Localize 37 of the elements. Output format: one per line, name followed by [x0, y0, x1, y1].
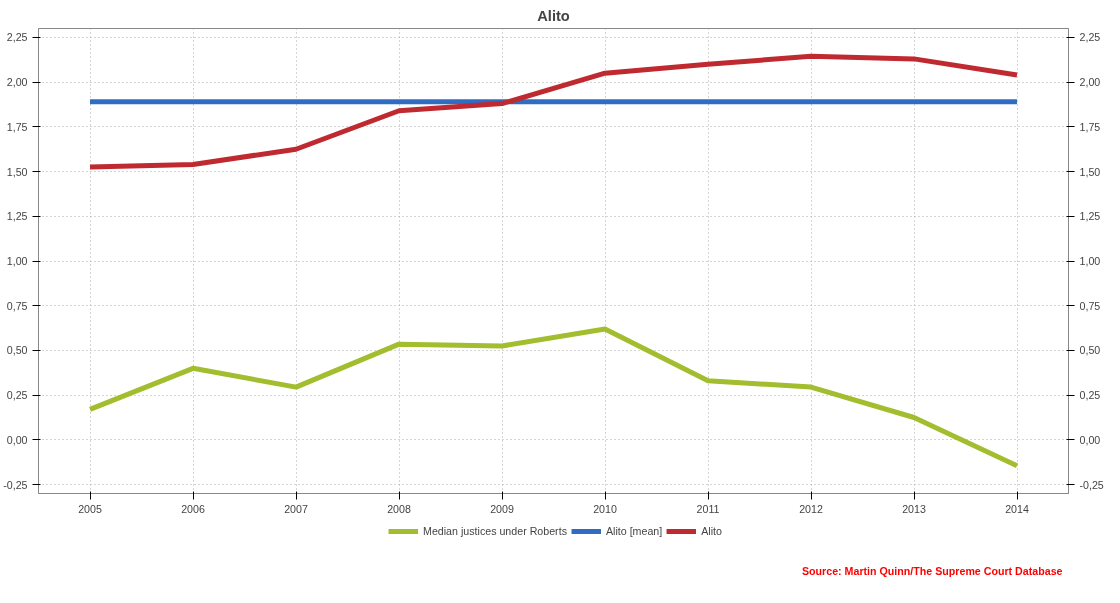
y-tick-label: 0,00: [6, 433, 28, 446]
y-tick-label: -0,25: [3, 478, 28, 491]
source-note: Source: Martin Quinn/The Supreme Court Database: [801, 564, 1063, 577]
y-tick-label: 1,50: [6, 165, 28, 178]
x-tick-label: 2011: [696, 502, 720, 515]
y-tick-label: 0,50: [6, 344, 28, 357]
y2-tick-label: 2,25: [1079, 31, 1101, 44]
y2-tick-label: 0,75: [1079, 299, 1101, 312]
y2-tick-label: 1,75: [1079, 120, 1101, 133]
x-tick-label: 2008: [387, 502, 411, 515]
x-tick-label: 2007: [284, 502, 308, 515]
y-tick-label: 0,75: [6, 299, 28, 312]
y2-tick-label: 0,25: [1079, 389, 1101, 402]
y-tick-label: 2,25: [6, 31, 28, 44]
x-tick-label: 2010: [593, 502, 617, 515]
x-tick-label: 2012: [799, 502, 823, 515]
y-tick-label: 0,25: [6, 389, 28, 402]
y-tick-label: 1,25: [6, 210, 28, 223]
chart-title: Alito: [537, 7, 570, 24]
x-tick-label: 2009: [490, 502, 514, 515]
y2-tick-label: 1,00: [1079, 255, 1101, 267]
y2-tick-label: 0,50: [1079, 344, 1101, 357]
y2-tick-label: -0,25: [1079, 478, 1104, 491]
y2-tick-label: 2,00: [1079, 76, 1101, 89]
x-tick-label: 2014: [1005, 502, 1029, 515]
x-tick-label: 2013: [902, 502, 926, 515]
y2-tick-label: 1,25: [1079, 210, 1101, 223]
y-tick-label: 1,00: [6, 255, 28, 267]
y-tick-label: 1,75: [6, 120, 28, 133]
y-tick-label: 2,00: [6, 76, 28, 89]
legend-label: Alito [mean]: [605, 525, 663, 537]
y2-tick-label: 1,50: [1079, 165, 1101, 178]
legend-label: Alito: [701, 525, 722, 537]
y2-tick-label: 0,00: [1079, 433, 1101, 446]
legend-label: Median justices under Roberts: [423, 525, 567, 537]
x-tick-label: 2005: [78, 502, 102, 515]
x-tick-label: 2006: [181, 502, 205, 515]
